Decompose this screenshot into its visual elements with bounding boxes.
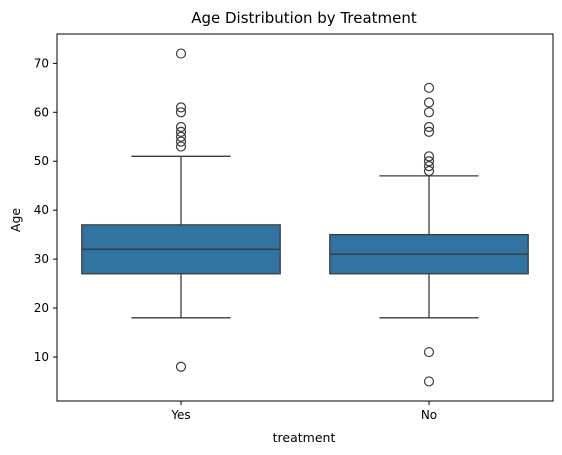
outlier-point bbox=[423, 97, 435, 108]
x-tick-label: Yes bbox=[170, 408, 190, 422]
plot-area bbox=[81, 48, 529, 387]
y-tick-label: 50 bbox=[34, 154, 49, 168]
outlier-point bbox=[423, 151, 435, 162]
y-tick-label: 20 bbox=[34, 301, 49, 315]
outlier-point bbox=[423, 376, 435, 387]
outlier-point bbox=[423, 121, 435, 133]
outlier-point bbox=[175, 126, 187, 137]
box-group-no bbox=[329, 82, 529, 387]
y-tick-label: 40 bbox=[34, 203, 49, 217]
y-tick-label: 60 bbox=[34, 105, 49, 119]
outlier-point bbox=[175, 48, 187, 59]
box-group-yes bbox=[81, 48, 281, 372]
plot-frame bbox=[56, 33, 554, 402]
outlier-point bbox=[423, 126, 435, 137]
outlier-point bbox=[175, 121, 187, 133]
outlier-point bbox=[175, 136, 187, 147]
y-tick-label: 30 bbox=[34, 252, 49, 266]
x-tick-label: No bbox=[421, 408, 437, 422]
outlier-point bbox=[175, 102, 187, 113]
outlier-point bbox=[175, 107, 187, 118]
y-axis-label: Age bbox=[8, 208, 23, 232]
y-tick-label: 10 bbox=[34, 350, 49, 364]
outlier-point bbox=[423, 82, 435, 93]
outlier-point bbox=[423, 161, 435, 172]
outlier-point bbox=[423, 346, 435, 358]
outlier-point bbox=[423, 165, 435, 177]
x-axis-label: treatment bbox=[273, 430, 336, 445]
outlier-point bbox=[423, 107, 435, 118]
y-tick-label: 70 bbox=[34, 56, 49, 70]
chart-title: Age Distribution by Treatment bbox=[191, 9, 417, 27]
outlier-point bbox=[175, 141, 187, 152]
outlier-point bbox=[175, 361, 187, 372]
outlier-point bbox=[175, 131, 187, 142]
outlier-point bbox=[423, 156, 435, 167]
